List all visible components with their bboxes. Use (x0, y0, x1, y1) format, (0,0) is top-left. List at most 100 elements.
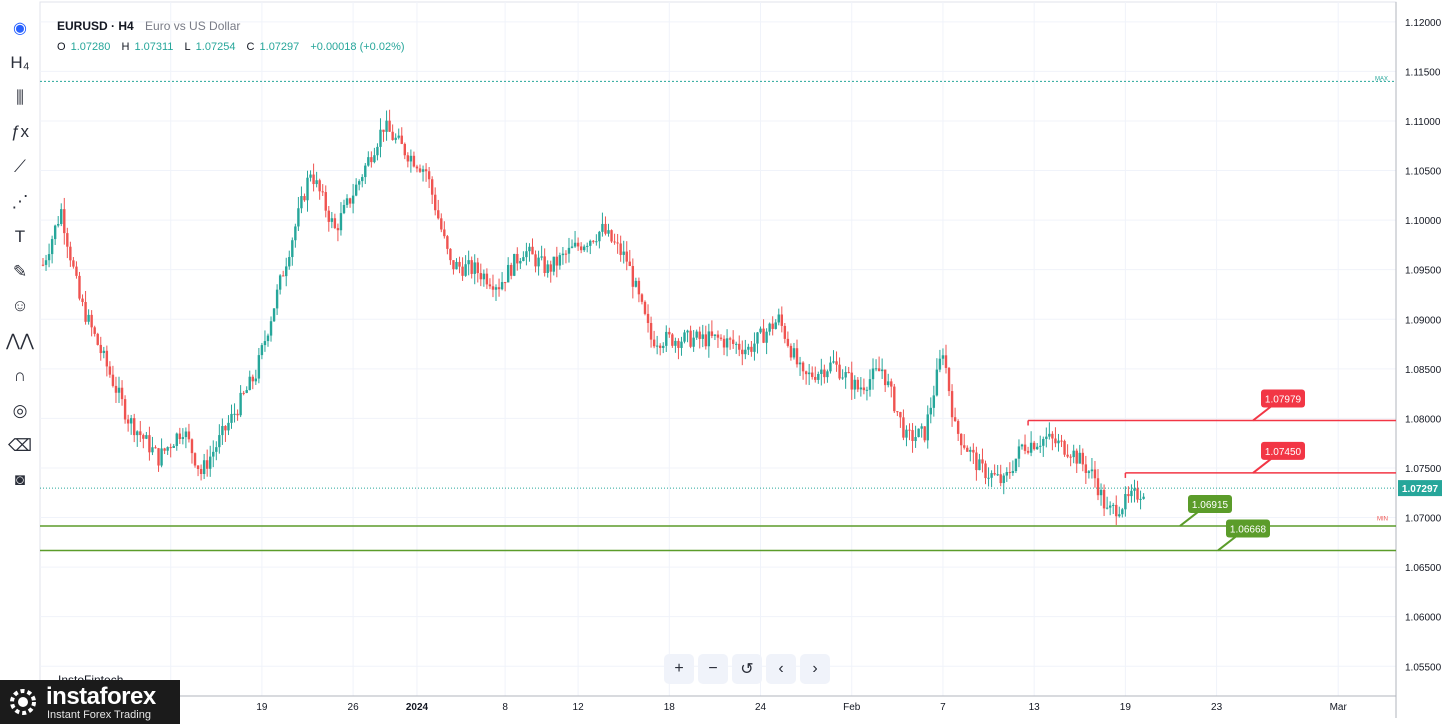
candle-body (829, 362, 832, 372)
candle-body (847, 372, 850, 374)
candle-body (309, 174, 312, 178)
x-tick-label: 8 (502, 702, 508, 713)
candle-body (424, 169, 428, 172)
candle-body (494, 287, 498, 290)
plot-area[interactable] (39, 1, 1397, 697)
candle-body (227, 422, 230, 431)
candle-body (1093, 469, 1097, 479)
x-tick-label: 26 (348, 702, 360, 713)
indicators-icon[interactable]: ƒx (11, 122, 29, 142)
candle-body (160, 448, 163, 466)
candle-body (1127, 494, 1130, 497)
candle-body (278, 275, 282, 290)
resistance-2-label: 1.07450 (1265, 447, 1302, 458)
candle-body (452, 260, 455, 270)
reset-chart-button[interactable]: ↺ (732, 654, 762, 684)
support-1-badge[interactable] (1188, 494, 1232, 513)
y-tick-label: 1.12000 (1405, 18, 1442, 29)
candle-body (513, 253, 516, 276)
candle-body (798, 362, 802, 365)
hide-drawings-icon[interactable]: ◎ (12, 400, 28, 420)
candle-body (129, 418, 133, 424)
candle-body (874, 368, 878, 370)
candle-body (1014, 458, 1018, 472)
candle-body (841, 377, 844, 379)
candle-body (856, 379, 860, 390)
candle-body (421, 169, 425, 172)
candle-body (373, 155, 376, 163)
candle-body (415, 166, 419, 169)
candle-body (418, 168, 422, 172)
candle-body (756, 332, 759, 344)
candle-body (1045, 436, 1048, 439)
candle-body (339, 213, 343, 231)
candle-body (1081, 452, 1085, 465)
candle-body (1142, 496, 1145, 499)
candle-body (291, 240, 294, 258)
zoom-in-button[interactable]: + (664, 654, 694, 684)
resistance-1-badge[interactable] (1261, 389, 1305, 408)
screenshot-icon[interactable]: ◙ (14, 470, 26, 490)
candle-body (215, 447, 218, 452)
candle-body (759, 328, 762, 333)
candle-body (926, 414, 929, 441)
candle-body (1026, 450, 1030, 453)
candle-body (53, 225, 57, 240)
candle-body (981, 459, 984, 464)
trend-line-icon[interactable]: ⟋ (14, 157, 26, 177)
candle-body (1124, 494, 1127, 510)
candle-body (917, 428, 920, 438)
candle-body (838, 364, 841, 379)
magnet-icon[interactable]: ∩ (13, 366, 27, 385)
candle-body (628, 261, 631, 267)
candle-body (169, 447, 172, 449)
candle-body (589, 240, 592, 246)
symbol-legend: EURUSD · H4 Euro vs US Dollar (57, 19, 240, 33)
candle-body (993, 473, 996, 475)
support-2-badge[interactable] (1226, 519, 1270, 538)
candle-body (944, 355, 948, 368)
candle-body (655, 345, 659, 347)
symbol-title[interactable]: EURUSD · H4 (57, 19, 134, 33)
candle-body (795, 348, 799, 365)
text-tool-icon[interactable]: T (14, 226, 26, 246)
candles-icon[interactable]: ⫼ (16, 87, 24, 107)
candle-body (148, 435, 151, 453)
support-2-callout (1217, 535, 1237, 552)
candle-body (613, 241, 616, 243)
candle-body (777, 314, 780, 323)
candle-body (665, 331, 668, 346)
candle-body (294, 226, 297, 241)
candle-body (549, 264, 552, 272)
candle-body (935, 369, 939, 396)
scroll-left-button[interactable]: ‹ (766, 654, 796, 684)
candle-body (990, 473, 993, 478)
candle-body (844, 372, 847, 378)
candle-body (224, 426, 227, 431)
candle-body (683, 332, 686, 342)
candle-body (698, 331, 701, 339)
candle-body (142, 435, 145, 439)
fib-tool-icon[interactable]: ⋰ (11, 192, 29, 211)
x-tick-label: 2024 (406, 702, 429, 713)
candle-body (987, 477, 990, 479)
zoom-out-button[interactable]: − (698, 654, 728, 684)
candle-body (497, 287, 501, 290)
candle-body (120, 387, 124, 400)
candle-body (1078, 452, 1081, 464)
emoji-icon[interactable]: ☺ (11, 296, 29, 316)
symbol-flag-icon[interactable]: ◉ (13, 20, 27, 37)
candle-body (540, 256, 543, 258)
scroll-right-button[interactable]: › (800, 654, 830, 684)
brush-icon[interactable]: ✎ (12, 261, 28, 281)
candle-body (300, 196, 303, 209)
remove-all-icon[interactable]: ⌫ (7, 435, 33, 455)
timeframe-icon[interactable]: H₄ (10, 52, 30, 72)
patterns-icon[interactable]: ⋀⋀ (6, 331, 34, 351)
candle-body (959, 433, 963, 446)
resistance-2-badge[interactable] (1261, 441, 1305, 460)
candle-body (205, 460, 209, 469)
candle-body (123, 399, 127, 420)
candle-body (1084, 464, 1088, 473)
